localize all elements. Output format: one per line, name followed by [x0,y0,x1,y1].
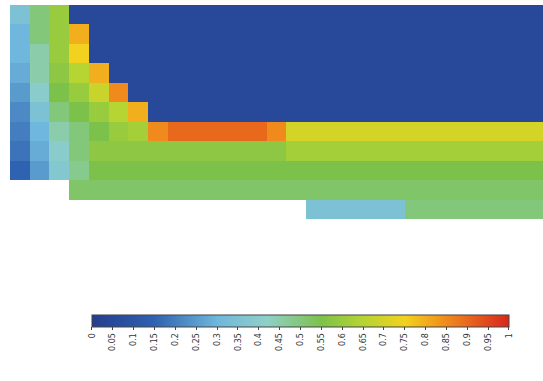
svg-text:1: 1 [505,333,514,338]
svg-text:0: 0 [88,333,97,338]
svg-text:0.85: 0.85 [442,333,451,351]
svg-text:0.1: 0.1 [129,333,138,346]
svg-text:0.65: 0.65 [359,333,368,351]
svg-text:0.7: 0.7 [379,333,388,346]
svg-text:0.75: 0.75 [400,333,409,351]
svg-text:0.3: 0.3 [213,333,222,346]
svg-text:0.5: 0.5 [296,333,305,346]
svg-text:0.45: 0.45 [275,333,284,351]
svg-text:0.25: 0.25 [192,333,201,351]
svg-text:0.95: 0.95 [484,333,493,351]
svg-text:0.35: 0.35 [234,333,243,351]
svg-text:0.05: 0.05 [108,333,117,351]
svg-text:0.2: 0.2 [171,333,180,346]
svg-text:0.8: 0.8 [421,333,430,346]
svg-text:0.15: 0.15 [150,333,159,351]
svg-text:0.6: 0.6 [338,333,347,346]
svg-text:0.9: 0.9 [463,333,472,346]
svg-text:0.55: 0.55 [317,333,326,351]
svg-text:0.4: 0.4 [254,333,263,346]
